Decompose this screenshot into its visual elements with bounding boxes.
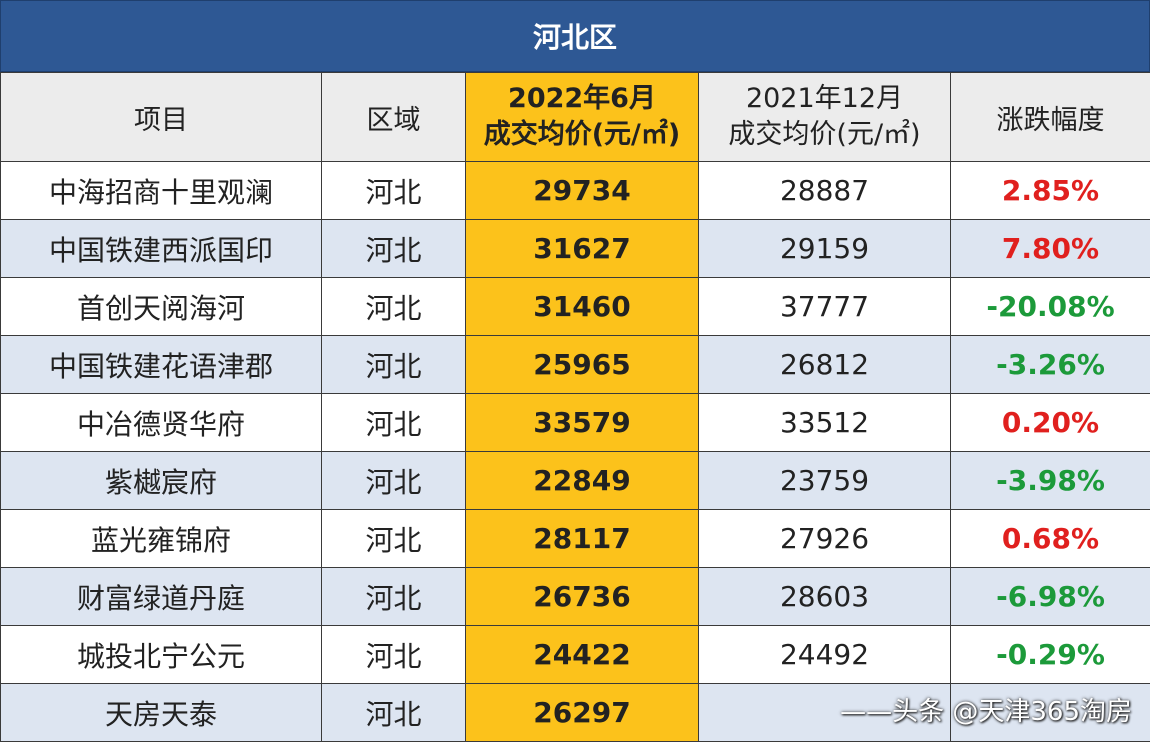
cell-price-2022: 31627 <box>465 219 699 278</box>
cell-price-2022: 28117 <box>465 509 699 568</box>
cell-area: 河北 <box>321 335 466 394</box>
cell-price-2021: 24492 <box>698 625 951 684</box>
header-price-2022: 2022年6月 成交均价(元/㎡) <box>465 72 699 162</box>
cell-project: 紫樾宸府 <box>0 451 322 510</box>
table-row: 首创天阅海河 河北 31460 37777 -20.08% <box>0 277 1150 336</box>
header-project: 项目 <box>0 72 322 162</box>
cell-change: -6.98% <box>950 567 1150 626</box>
cell-area: 河北 <box>321 625 466 684</box>
header-price-2022-line1: 2022年6月 <box>508 83 656 114</box>
cell-project: 城投北宁公元 <box>0 625 322 684</box>
cell-project: 中冶德贤华府 <box>0 393 322 452</box>
cell-price-2021: 37777 <box>698 277 951 336</box>
header-price-2021: 2021年12月 成交均价(元/㎡) <box>698 72 951 162</box>
cell-price-2022: 29734 <box>465 161 699 220</box>
cell-change <box>950 683 1150 742</box>
cell-project: 财富绿道丹庭 <box>0 567 322 626</box>
cell-price-2022: 25965 <box>465 335 699 394</box>
table-row: 中冶德贤华府 河北 33579 33512 0.20% <box>0 393 1150 452</box>
watermark-text: ——头条 @天津365淘房 <box>840 697 1132 727</box>
cell-change: 0.68% <box>950 509 1150 568</box>
table-row: 中国铁建花语津郡 河北 25965 26812 -3.26% <box>0 335 1150 394</box>
cell-change: 0.20% <box>950 393 1150 452</box>
header-row: 项目 区域 2022年6月 成交均价(元/㎡) 2021年12月 成交均价(元/… <box>0 72 1150 162</box>
price-table: 项目 区域 2022年6月 成交均价(元/㎡) 2021年12月 成交均价(元/… <box>0 72 1150 742</box>
cell-area: 河北 <box>321 683 466 742</box>
cell-change: 7.80% <box>950 219 1150 278</box>
cell-price-2021 <box>698 683 951 742</box>
cell-project: 中国铁建西派国印 <box>0 219 322 278</box>
cell-area: 河北 <box>321 277 466 336</box>
cell-area: 河北 <box>321 393 466 452</box>
cell-project: 蓝光雍锦府 <box>0 509 322 568</box>
cell-price-2021: 28603 <box>698 567 951 626</box>
cell-price-2022: 31460 <box>465 277 699 336</box>
cell-project: 首创天阅海河 <box>0 277 322 336</box>
cell-price-2021: 26812 <box>698 335 951 394</box>
cell-area: 河北 <box>321 509 466 568</box>
table-row: 天房天泰 河北 26297 <box>0 683 1150 742</box>
header-change: 涨跌幅度 <box>950 72 1150 162</box>
cell-area: 河北 <box>321 161 466 220</box>
cell-price-2021: 28887 <box>698 161 951 220</box>
cell-area: 河北 <box>321 567 466 626</box>
cell-project: 天房天泰 <box>0 683 322 742</box>
cell-price-2022: 24422 <box>465 625 699 684</box>
table-row: 财富绿道丹庭 河北 26736 28603 -6.98% <box>0 567 1150 626</box>
table-row: 城投北宁公元 河北 24422 24492 -0.29% <box>0 625 1150 684</box>
cell-price-2022: 22849 <box>465 451 699 510</box>
cell-price-2021: 23759 <box>698 451 951 510</box>
table-row: 中海招商十里观澜 河北 29734 28887 2.85% <box>0 161 1150 220</box>
header-price-2022-line2: 成交均价(元/㎡) <box>483 119 681 150</box>
cell-project: 中海招商十里观澜 <box>0 161 322 220</box>
header-price-2021-line2: 成交均价(元/㎡) <box>728 119 921 150</box>
cell-price-2022: 26297 <box>465 683 699 742</box>
cell-area: 河北 <box>321 451 466 510</box>
cell-change: -0.29% <box>950 625 1150 684</box>
cell-price-2022: 26736 <box>465 567 699 626</box>
table-body: 中海招商十里观澜 河北 29734 28887 2.85% 中国铁建西派国印 河北 31627… <box>0 161 1150 742</box>
table-title: 河北区 <box>0 0 1150 72</box>
cell-change: -3.26% <box>950 335 1150 394</box>
cell-price-2022: 33579 <box>465 393 699 452</box>
cell-area: 河北 <box>321 219 466 278</box>
table-row: 中国铁建西派国印 河北 31627 29159 7.80% <box>0 219 1150 278</box>
table-row: 紫樾宸府 河北 22849 23759 -3.98% <box>0 451 1150 510</box>
cell-change: 2.85% <box>950 161 1150 220</box>
header-area: 区域 <box>321 72 466 162</box>
cell-price-2021: 33512 <box>698 393 951 452</box>
cell-price-2021: 29159 <box>698 219 951 278</box>
cell-change: -20.08% <box>950 277 1150 336</box>
cell-change: -3.98% <box>950 451 1150 510</box>
header-price-2021-line1: 2021年12月 <box>745 83 904 114</box>
table-row: 蓝光雍锦府 河北 28117 27926 0.68% <box>0 509 1150 568</box>
cell-project: 中国铁建花语津郡 <box>0 335 322 394</box>
cell-price-2021: 27926 <box>698 509 951 568</box>
